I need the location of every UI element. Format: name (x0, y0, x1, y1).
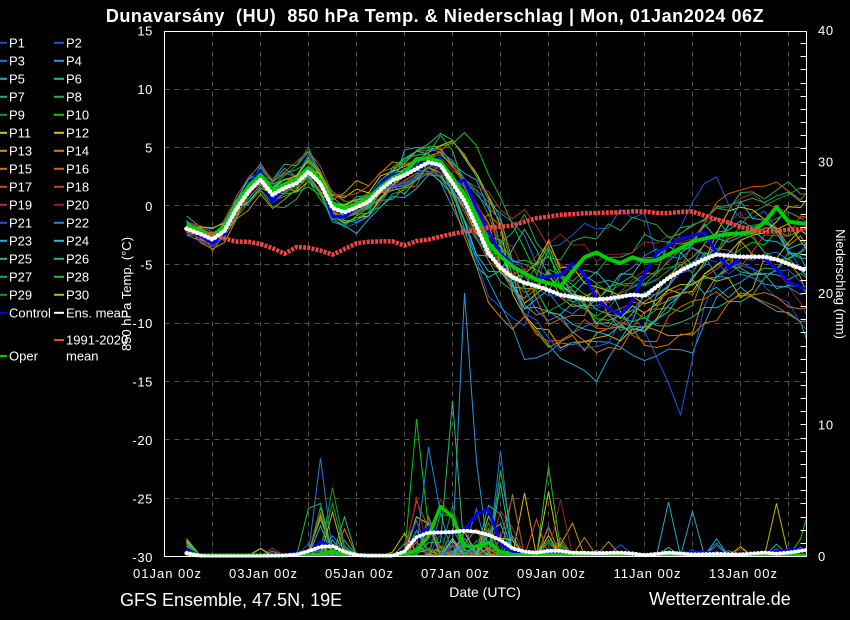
svg-text:5: 5 (145, 141, 153, 156)
svg-text:-20: -20 (132, 433, 153, 448)
svg-text:20: 20 (818, 286, 834, 301)
svg-text:-5: -5 (140, 258, 153, 273)
svg-text:P21: P21 (9, 215, 32, 230)
svg-text:Oper: Oper (9, 349, 39, 364)
svg-text:P25: P25 (9, 251, 32, 266)
svg-text:0: 0 (145, 199, 153, 214)
svg-text:P9: P9 (9, 107, 25, 122)
svg-text:01Jan 00z: 01Jan 00z (133, 566, 202, 581)
svg-text:P10: P10 (66, 107, 89, 122)
svg-text:30: 30 (818, 155, 834, 170)
svg-text:P19: P19 (9, 197, 32, 212)
svg-text:P5: P5 (9, 71, 25, 86)
svg-text:P8: P8 (66, 89, 82, 104)
svg-text:09Jan 00z: 09Jan 00z (517, 566, 586, 581)
svg-text:P28: P28 (66, 269, 89, 284)
svg-text:P20: P20 (66, 197, 89, 212)
svg-text:0: 0 (818, 549, 826, 564)
svg-text:mean: mean (66, 349, 99, 364)
svg-text:P1: P1 (9, 35, 25, 50)
svg-text:P15: P15 (9, 161, 32, 176)
svg-text:P30: P30 (66, 287, 89, 302)
svg-text:GFS Ensemble, 47.5N, 19E: GFS Ensemble, 47.5N, 19E (120, 590, 342, 610)
svg-text:-15: -15 (132, 375, 153, 390)
svg-text:P17: P17 (9, 179, 32, 194)
svg-text:1991-2020: 1991-2020 (66, 333, 128, 348)
svg-text:P6: P6 (66, 71, 82, 86)
svg-text:40: 40 (818, 23, 834, 38)
svg-text:-25: -25 (132, 492, 153, 507)
svg-text:15: 15 (137, 24, 153, 39)
svg-text:-10: -10 (132, 316, 153, 331)
svg-text:P14: P14 (66, 143, 89, 158)
svg-text:Control: Control (9, 305, 51, 320)
svg-text:850 hPa Temp. (°C): 850 hPa Temp. (°C) (119, 237, 134, 351)
svg-text:Date (UTC): Date (UTC) (449, 584, 521, 600)
svg-text:P4: P4 (66, 53, 82, 68)
svg-text:Wetterzentrale.de: Wetterzentrale.de (649, 589, 791, 609)
svg-text:Niederschlag (mm): Niederschlag (mm) (833, 229, 848, 339)
svg-text:Dunavarsány (HU) 850 hPa Tem: Dunavarsány (HU) 850 hPa Temp. & Nieders… (106, 6, 764, 26)
svg-text:P7: P7 (9, 89, 25, 104)
svg-text:P22: P22 (66, 215, 89, 230)
svg-text:11Jan 00z: 11Jan 00z (613, 566, 681, 581)
svg-text:10: 10 (818, 418, 834, 433)
svg-text:10: 10 (137, 82, 153, 97)
svg-text:P29: P29 (9, 287, 32, 302)
svg-text:P12: P12 (66, 125, 89, 140)
svg-text:13Jan 00z: 13Jan 00z (709, 566, 778, 581)
svg-text:P26: P26 (66, 251, 89, 266)
svg-text:P3: P3 (9, 53, 25, 68)
svg-text:-30: -30 (132, 550, 153, 565)
svg-text:P23: P23 (9, 233, 32, 248)
svg-text:P18: P18 (66, 179, 89, 194)
svg-text:05Jan 00z: 05Jan 00z (325, 566, 394, 581)
svg-text:P27: P27 (9, 269, 32, 284)
svg-text:Ens. mean: Ens. mean (66, 305, 128, 320)
svg-text:P24: P24 (66, 233, 89, 248)
svg-text:P13: P13 (9, 143, 32, 158)
svg-text:P16: P16 (66, 161, 89, 176)
svg-text:03Jan 00z: 03Jan 00z (229, 566, 298, 581)
svg-text:P2: P2 (66, 35, 82, 50)
svg-text:P11: P11 (9, 125, 31, 140)
svg-text:07Jan 00z: 07Jan 00z (421, 566, 490, 581)
